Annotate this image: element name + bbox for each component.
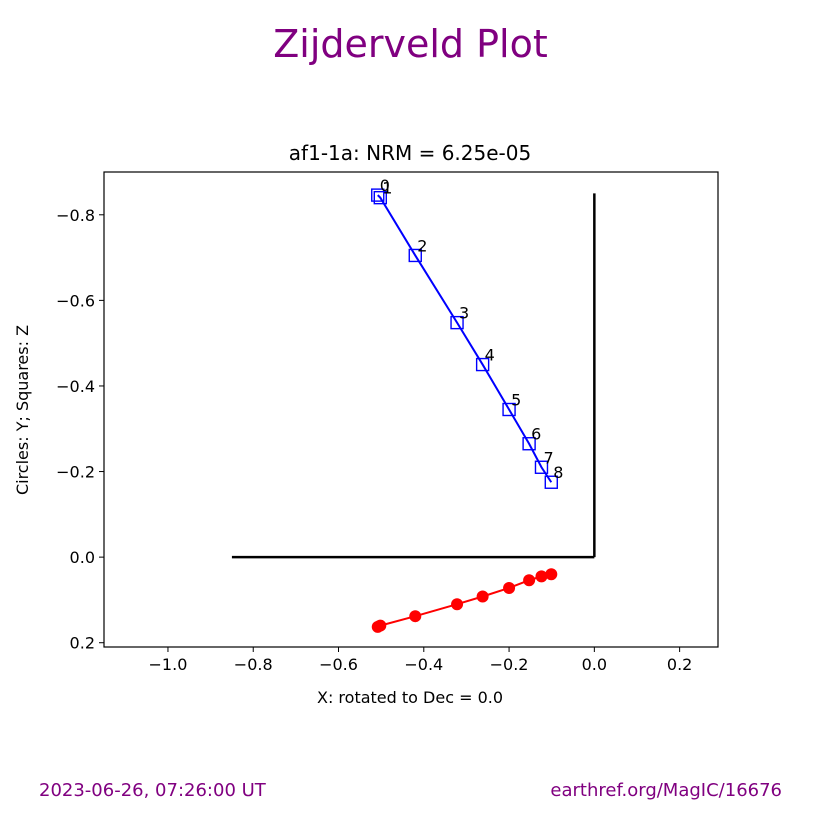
step-label-1: 1 (382, 179, 392, 198)
point-y-6 (523, 574, 536, 587)
x-tick-label: −0.8 (234, 655, 273, 674)
plot-frame (103, 171, 719, 648)
x-tick-label: −1.0 (149, 655, 188, 674)
point-z-2 (408, 248, 422, 263)
y-tick-label: 0.0 (70, 548, 95, 567)
step-label-6: 6 (531, 425, 541, 444)
y-tick-label: −0.2 (56, 463, 95, 482)
point-z-0 (371, 188, 385, 202)
point-y-8 (545, 568, 558, 581)
x-tick-label: −0.6 (319, 655, 358, 674)
step-label-3: 3 (459, 304, 469, 323)
point-z-7 (534, 460, 549, 474)
y-tick-label: −0.8 (56, 206, 95, 225)
step-label-4: 4 (485, 346, 495, 365)
point-z-5 (502, 402, 516, 417)
point-z-6 (522, 437, 536, 451)
footer-link[interactable]: earthref.org/MagIC/16676 (550, 780, 782, 801)
x-axis-label: X: rotated to Dec = 0.0 (317, 688, 503, 707)
point-y-7 (535, 570, 548, 583)
point-y-4 (476, 590, 489, 603)
x-tick-label: −0.2 (490, 655, 529, 674)
point-y-2 (409, 610, 422, 623)
y-tick-label: −0.6 (56, 291, 95, 310)
chart-title: af1-1a: NRM = 6.25e-05 (289, 141, 531, 165)
point-z-4 (475, 357, 490, 372)
point-y-1 (374, 619, 387, 632)
point-z-3 (450, 315, 464, 330)
step-label-7: 7 (543, 448, 553, 467)
x-tick-label: 0.2 (667, 655, 692, 674)
series-line-z (377, 194, 553, 483)
x-tick-label: 0.0 (582, 655, 607, 674)
footer-timestamp: 2023-06-26, 07:26:00 UT (39, 780, 266, 801)
x-tick-label: −0.4 (404, 655, 443, 674)
page-title: Zijderveld Plot (273, 22, 548, 66)
y-tick-label: 0.2 (70, 634, 95, 653)
point-z-8 (544, 475, 558, 489)
step-label-5: 5 (511, 391, 521, 410)
y-axis-label: Circles: Y; Squares: Z (13, 325, 32, 495)
y-tick-label: −0.4 (56, 377, 95, 396)
point-z-1 (373, 190, 387, 205)
step-label-8: 8 (553, 463, 563, 482)
step-label-2: 2 (417, 236, 427, 255)
point-y-5 (503, 581, 516, 594)
point-y-3 (451, 598, 464, 611)
step-label-0: 0 (380, 176, 390, 195)
